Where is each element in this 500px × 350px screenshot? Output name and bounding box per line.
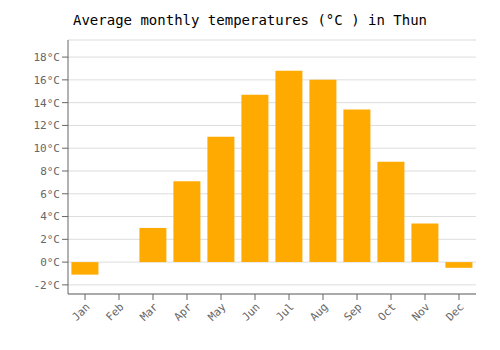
svg-text:Aug: Aug [307,300,330,323]
svg-text:8°C: 8°C [40,165,60,178]
svg-text:2°C: 2°C [40,233,60,246]
svg-text:Nov: Nov [409,300,433,324]
svg-text:6°C: 6°C [40,188,60,201]
svg-text:Jun: Jun [239,300,262,323]
svg-text:Dec: Dec [443,300,466,323]
html-text:Average monthly temperatures (: Average monthly temperatures (°C ) in Th… [73,12,427,28]
svg-text:Jan: Jan [69,300,92,323]
svg-text:May: May [205,300,229,324]
svg-text:Feb: Feb [103,300,126,323]
svg-text:12°C: 12°C [34,119,61,132]
svg-text:-2°C: -2°C [34,279,61,292]
svg-text:Jul: Jul [273,300,296,323]
svg-text:Oct: Oct [375,300,398,323]
svg-text:14°C: 14°C [34,97,61,110]
svg-text:Apr: Apr [171,300,195,324]
svg-text:18°C: 18°C [34,51,61,64]
svg-text:Sep: Sep [341,300,364,323]
svg-text:10°C: 10°C [34,142,61,155]
svg-text:Mar: Mar [137,300,161,324]
svg-text:4°C: 4°C [40,210,60,223]
svg-text:16°C: 16°C [34,74,61,87]
svg-text:0°C: 0°C [40,256,60,269]
